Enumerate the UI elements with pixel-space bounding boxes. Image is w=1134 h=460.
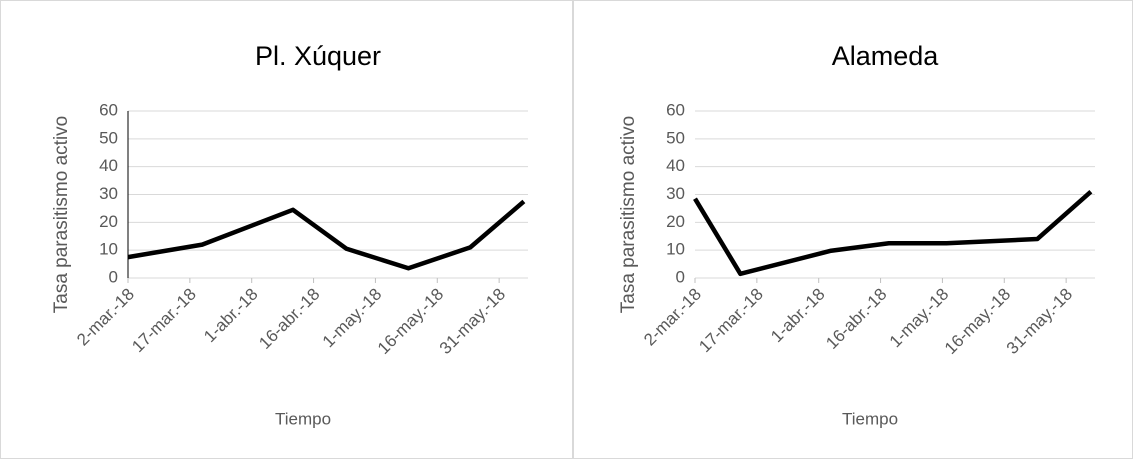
x-tick-label: 31-may.-18: [436, 285, 509, 358]
x-tick-label: 16-may.-18: [941, 285, 1014, 358]
y-axis-label: Tasa parasitismo activo: [618, 116, 639, 313]
y-tick-label: 10: [666, 240, 685, 259]
y-tick-label: 60: [99, 100, 118, 119]
chart-title: Alameda: [832, 41, 940, 71]
x-axis-label: Tiempo: [275, 409, 331, 428]
y-tick-label: 50: [99, 128, 118, 147]
y-axis-label: Tasa parasitismo activo: [51, 116, 72, 313]
x-tick-label: 16-abr.-18: [822, 285, 890, 353]
data-line: [693, 190, 1093, 277]
y-tick-label: 0: [109, 267, 118, 286]
x-tick-label: 2-mar.-18: [73, 285, 138, 350]
chart-title: Pl. Xúquer: [255, 41, 381, 71]
y-tick-label: 10: [99, 240, 118, 259]
x-tick-label: 1-may.-18: [319, 285, 386, 352]
y-tick-label: 20: [666, 212, 685, 231]
panel-border: [573, 0, 1133, 459]
y-tick-label: 30: [99, 184, 118, 203]
y-tick-label: 40: [99, 156, 118, 175]
y-tick-label: 30: [666, 184, 685, 203]
x-tick-label: 16-may.-18: [374, 285, 447, 358]
y-tick-label: 20: [99, 212, 118, 231]
x-tick-label: 1-may.-18: [886, 285, 953, 352]
data-line: [127, 199, 526, 271]
x-tick-label: 1-abr.-18: [200, 285, 262, 347]
x-tick-label: 17-mar.-18: [695, 285, 767, 357]
x-tick-label: 1-abr.-18: [767, 285, 829, 347]
x-tick-label: 2-mar.-18: [640, 285, 705, 350]
x-axis-label: Tiempo: [842, 409, 898, 428]
y-tick-label: 0: [676, 267, 685, 286]
panel-border: [0, 0, 573, 459]
y-tick-label: 50: [666, 128, 685, 147]
y-tick-label: 60: [666, 100, 685, 119]
x-tick-label: 17-mar.-18: [128, 285, 200, 357]
x-tick-label: 31-may.-18: [1003, 285, 1076, 358]
y-tick-label: 40: [666, 156, 685, 175]
x-tick-label: 16-abr.-18: [255, 285, 323, 353]
